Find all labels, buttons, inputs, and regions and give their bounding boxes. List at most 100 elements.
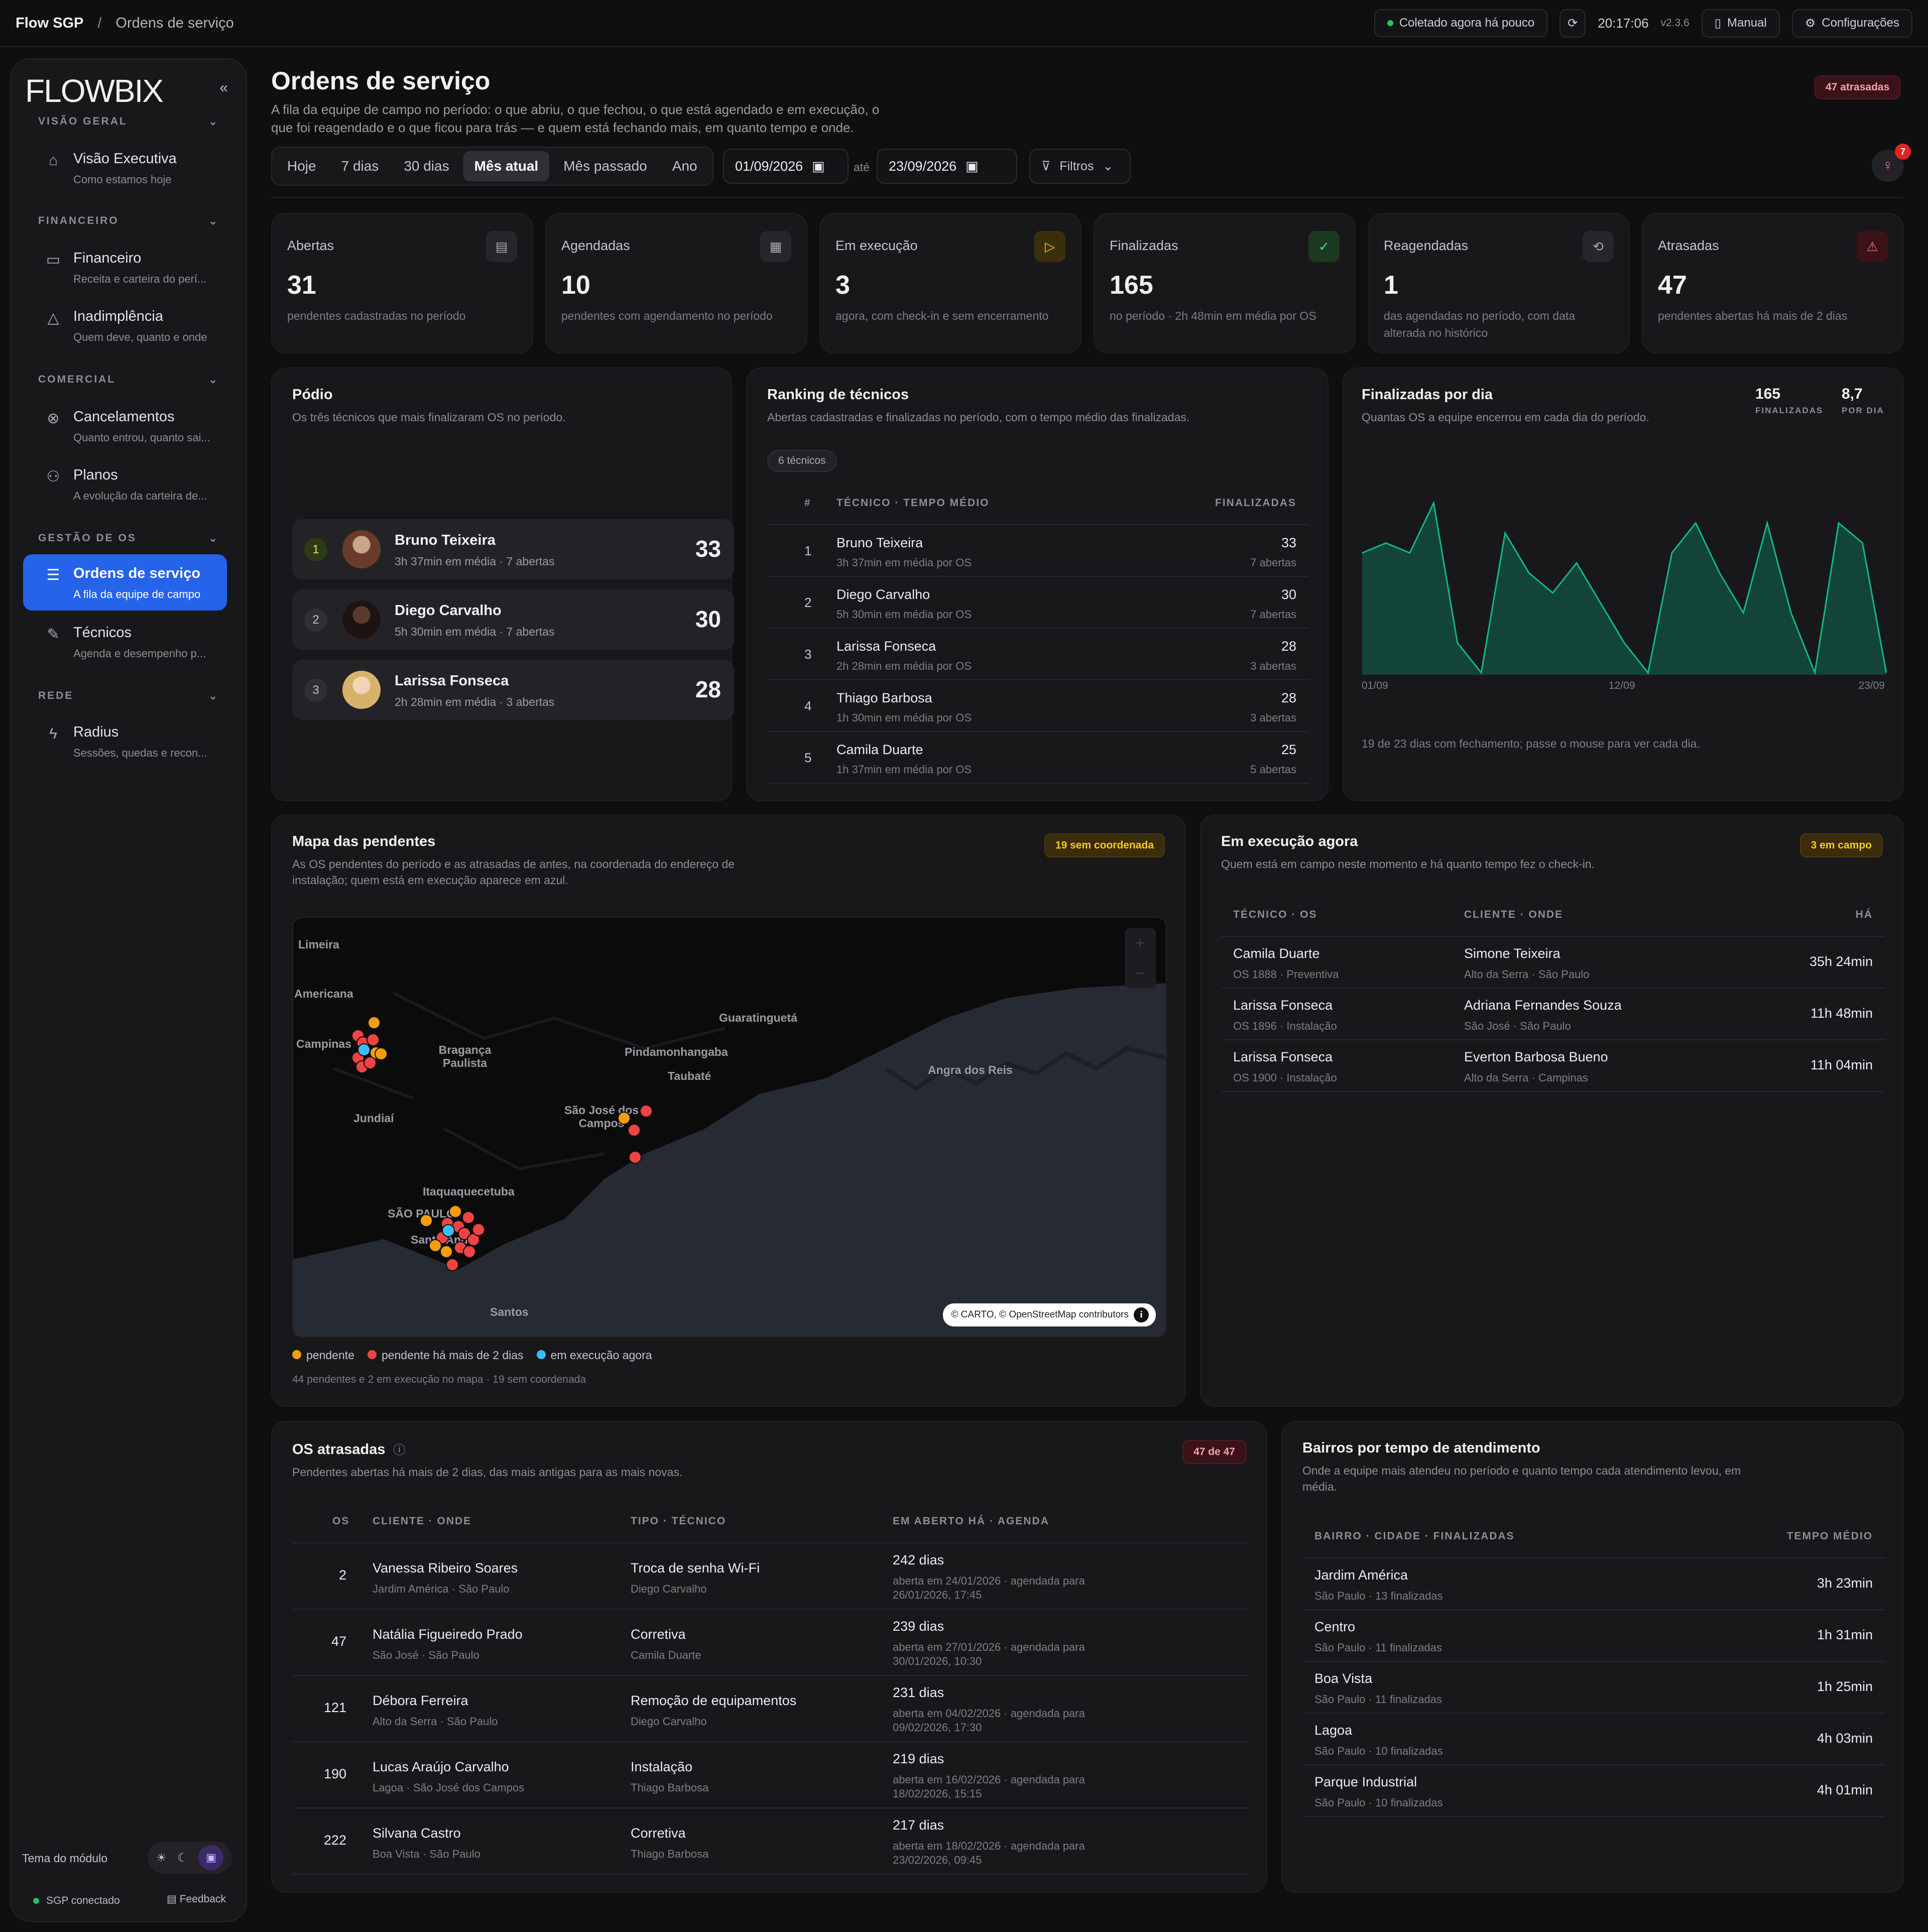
table-row[interactable]: 5 Camila Duarte 1h 37min em média por OS 25… [767,732,1309,784]
chart-point-21/09[interactable] [1834,518,1844,528]
pin-in-progress[interactable] [357,1043,371,1056]
table-row[interactable]: 2 Diego Carvalho 5h 30min em média por OS 3… [767,577,1309,629]
technician-name: Camila Duarte [631,1649,701,1661]
section-rede[interactable]: REDE ⌄ [38,690,219,702]
settings-button[interactable]: ⚙ Configurações [1791,9,1912,38]
table-row[interactable]: 4 Thiago Barbosa 1h 30min em média por OS 2… [767,680,1309,732]
chart-point-05/09[interactable] [1453,638,1463,648]
chart-point-22/09[interactable] [1858,538,1868,548]
table-row[interactable]: Larissa Fonseca OS 1900 · Instalação Evert… [1221,1040,1885,1092]
map-attribution[interactable]: © CARTO, © OpenStreetMap contributors i [943,1303,1156,1326]
range-option[interactable]: Mês atual [463,151,550,181]
chart-point-10/09[interactable] [1572,558,1582,568]
pin-overdue[interactable] [463,1245,476,1258]
range-option[interactable]: 7 dias [341,158,379,174]
chart-point-08/09[interactable] [1524,568,1534,578]
chart-point-07/09[interactable] [1500,528,1510,538]
table-row[interactable]: Camila Duarte OS 1888 · Preventiva Simone … [1221,937,1885,989]
sun-icon[interactable]: ☀ [156,1851,167,1865]
pin-pending[interactable] [375,1047,388,1060]
chart-point-15/09[interactable] [1691,518,1701,528]
table-row[interactable]: Centro São Paulo · 11 finalizadas 1h 31min [1302,1610,1885,1662]
pin-pending[interactable] [368,1016,381,1029]
section-financeiro[interactable]: FINANCEIRO ⌄ [38,215,219,227]
chart-point-03/09[interactable] [1405,548,1415,558]
chart-point-14/09[interactable] [1667,548,1677,558]
sidebar-item-financeiro[interactable]: ▭ Financeiro Receita e carteira do perí... [23,239,227,295]
client-location: São José · São Paulo [373,1649,479,1661]
table-row[interactable]: Larissa Fonseca OS 1896 · Instalação Adria… [1221,989,1885,1040]
chart-point-11/09[interactable] [1596,598,1606,608]
collapse-sidebar-icon[interactable]: « [219,79,228,96]
finished-per-day-chart[interactable] [1362,489,1887,675]
sidebar-item-inadimplencia[interactable]: △ Inadimplência Quem deve, quanto e onde [23,297,227,353]
pin-overdue[interactable] [629,1151,642,1164]
range-option[interactable]: Hoje [287,158,316,174]
sidebar-item-planos[interactable]: ⚇ Planos A evolução da carteira de... [23,456,227,512]
section-gestao-de-os[interactable]: GESTÃO DE OS ⌄ [38,532,219,545]
pin-pending[interactable] [449,1205,462,1218]
pin-overdue[interactable] [640,1105,653,1118]
table-row[interactable]: Jardim América São Paulo · 13 finalizadas… [1302,1558,1885,1610]
podium-item[interactable]: 1 Bruno Teixeira 3h 37min em média · 7 abe… [292,519,734,579]
pin-pending[interactable] [440,1245,453,1258]
section-visao-geral[interactable]: VISÃO GERAL ⌄ [38,115,219,128]
chart-point-12/09[interactable] [1619,638,1629,648]
filters-button[interactable]: ⊽ Filtros ⌄ [1029,149,1131,184]
sidebar-item-cancelamentos[interactable]: ⊗ Cancelamentos Quanto entrou, quanto sai.… [23,398,227,454]
table-row[interactable]: Boa Vista São Paulo · 11 finalizadas 1h 25… [1302,1662,1885,1714]
table-row[interactable]: 47 Natália Figueiredo Prado São José · São… [292,1610,1248,1676]
pin-pending[interactable] [420,1214,433,1227]
pin-in-progress[interactable] [442,1224,455,1237]
chart-point-02/09[interactable] [1381,538,1391,548]
table-row[interactable]: Lagoa São Paulo · 10 finalizadas 4h 03min [1302,1714,1885,1765]
table-row[interactable]: 1 Bruno Teixeira 3h 37min em média por OS 3… [767,525,1309,577]
range-option[interactable]: Mês passado [563,158,647,174]
table-row[interactable]: Parque Industrial São Paulo · 10 finaliza… [1302,1765,1885,1817]
zoom-in-icon[interactable]: + [1135,933,1145,952]
chart-point-19/09[interactable] [1786,608,1796,618]
podium-item[interactable]: 3 Larissa Fonseca 2h 28min em média · 3 ab… [292,660,734,720]
pin-overdue[interactable] [367,1033,380,1046]
chart-point-17/09[interactable] [1738,608,1748,618]
moon-icon[interactable]: ☾ [177,1851,188,1865]
sidebar-item-visao-executiva[interactable]: ⌂ Visão Executiva Como estamos hoje [23,140,227,196]
range-option[interactable]: 30 dias [404,158,449,174]
chart-point-04/09[interactable] [1428,498,1438,508]
table-header: BAIRRO · CIDADE · FINALIZADAS TEMPO MÉDI… [1302,1530,1885,1558]
map-canvas [293,983,1166,1337]
monitor-icon[interactable]: ▣ [198,1845,224,1870]
sidebar-item-ordens-de-servico[interactable]: ☰ Ordens de serviço A fila da equipe de ca… [23,554,227,611]
pin-overdue[interactable] [364,1056,377,1069]
refresh-button[interactable]: ⟳ [1559,9,1586,38]
pin-pending[interactable] [429,1239,442,1252]
chart-point-18/09[interactable] [1762,518,1772,528]
pin-overdue[interactable] [628,1124,641,1137]
app-brand[interactable]: Flow SGP [16,15,84,31]
range-option[interactable]: Ano [672,158,697,174]
chart-point-09/09[interactable] [1548,588,1558,598]
date-to-input[interactable]: 23/09/2026 ▣ [877,149,1017,184]
pin-overdue[interactable] [462,1211,475,1224]
info-icon[interactable]: ⓘ [393,1443,406,1457]
manual-button[interactable]: ▯ Manual [1701,9,1780,38]
scheduled-date: 23/02/2026, 09:45 [893,1854,982,1866]
date-from-input[interactable]: 01/09/2026 ▣ [723,149,849,184]
section-comercial[interactable]: COMERCIAL ⌄ [38,374,219,386]
table-row[interactable]: 190 Lucas Araújo Carvalho Lagoa · São José… [292,1742,1248,1808]
pin-overdue[interactable] [446,1258,459,1271]
table-row[interactable]: 2 Vanessa Ribeiro Soares Jardim América · … [292,1543,1248,1610]
table-row[interactable]: 222 Silvana Castro Boa Vista · São Paulo Co… [292,1808,1248,1875]
chart-point-16/09[interactable] [1715,568,1725,578]
client-name: Adriana Fernandes Souza [1464,998,1622,1013]
feedback-button[interactable]: ▤ Feedback [167,1893,226,1905]
map[interactable]: Limeira Americana Campinas Bragança Paulist… [292,917,1167,1338]
zoom-out-icon[interactable]: − [1135,963,1145,982]
pin-overdue[interactable] [472,1223,485,1236]
sidebar-item-radius[interactable]: ϟ Radius Sessões, quedas e recon... [23,713,227,769]
podium-item[interactable]: 2 Diego Carvalho 5h 30min em média · 7 abe… [292,589,734,650]
table-row[interactable]: 121 Débora Ferreira Alto da Serra · São Pa… [292,1676,1248,1742]
sidebar-item-tecnicos[interactable]: ✎ Técnicos Agenda e desempenho p... [23,614,227,670]
table-row[interactable]: 3 Larissa Fonseca 2h 28min em média por OS… [767,629,1309,680]
pin-pending[interactable] [618,1112,631,1125]
